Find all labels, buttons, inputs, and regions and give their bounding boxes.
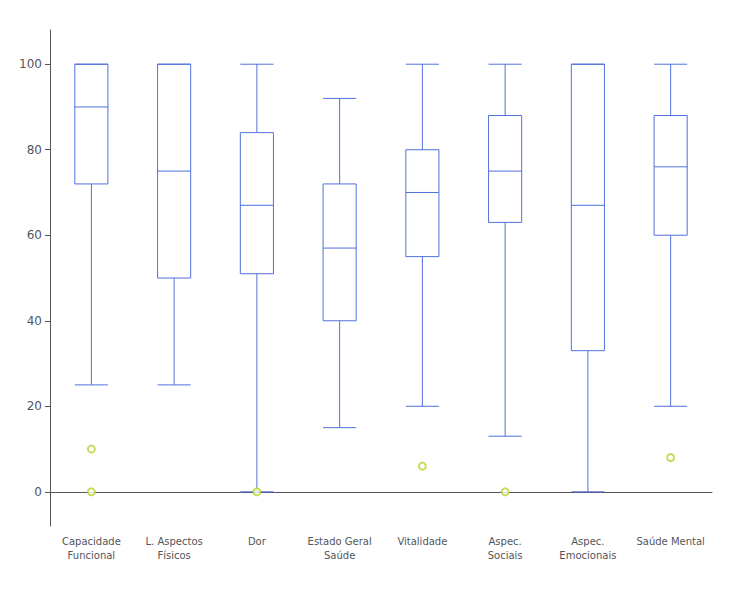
svg-text:Sociais: Sociais xyxy=(488,550,523,561)
svg-text:100: 100 xyxy=(19,57,42,71)
svg-text:Aspec.: Aspec. xyxy=(489,536,522,547)
svg-text:60: 60 xyxy=(27,228,42,242)
svg-text:Emocionais: Emocionais xyxy=(559,550,616,561)
svg-text:Estado Geral: Estado Geral xyxy=(308,536,372,547)
svg-text:Físicos: Físicos xyxy=(157,550,190,561)
svg-text:Dor: Dor xyxy=(248,536,267,547)
svg-text:80: 80 xyxy=(27,143,42,157)
svg-text:Saúde Mental: Saúde Mental xyxy=(636,536,704,547)
svg-text:Capacidade: Capacidade xyxy=(62,536,121,547)
svg-text:20: 20 xyxy=(27,399,42,413)
svg-text:0: 0 xyxy=(34,485,42,499)
svg-text:Saúde: Saúde xyxy=(324,550,355,561)
svg-text:Vitalidade: Vitalidade xyxy=(397,536,447,547)
svg-text:L. Aspectos: L. Aspectos xyxy=(146,536,203,547)
svg-text:40: 40 xyxy=(27,314,42,328)
svg-text:Funcional: Funcional xyxy=(68,550,116,561)
svg-text:Aspec.: Aspec. xyxy=(571,536,604,547)
